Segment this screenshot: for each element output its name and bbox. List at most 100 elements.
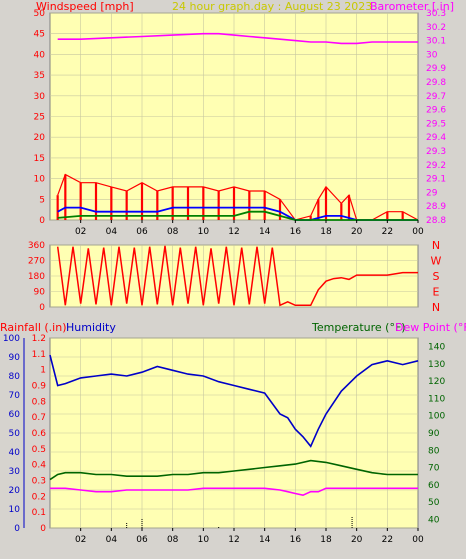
temp-time-axis: 02 04 06 08 10 12 14 16 18 20 22 00 bbox=[75, 528, 424, 545]
wind-time-axis: 02 04 06 08 10 12 14 16 18 20 22 00 bbox=[75, 220, 424, 237]
windspeed-tick-label: 15 bbox=[34, 154, 45, 164]
temp-time-tick-label: 20 bbox=[351, 535, 363, 545]
temperature-tick-label: 90 bbox=[428, 429, 440, 439]
wind-time-tick-label: 22 bbox=[382, 227, 393, 237]
barometer-axis-title: Barometer [.in] bbox=[370, 0, 454, 13]
rain-tick-label: 0.7 bbox=[32, 413, 46, 423]
temp-time-tick-label: 06 bbox=[136, 535, 148, 545]
barometer-tick-label: 29.5 bbox=[426, 119, 446, 129]
humidity-tick-label: 80 bbox=[9, 372, 21, 382]
humidity-tick-label: 60 bbox=[9, 410, 21, 420]
barometer-tick-label: 30.2 bbox=[426, 23, 446, 33]
humidity-tick-label: 70 bbox=[9, 391, 21, 401]
direction-series bbox=[56, 245, 418, 307]
temperature-tick-label: 140 bbox=[428, 343, 445, 353]
temperature-tick-label: 120 bbox=[428, 377, 445, 387]
humidity-tick-label: 0 bbox=[14, 524, 20, 534]
temperature-tick-label: 50 bbox=[428, 498, 440, 508]
rain-tick-label: 0.9 bbox=[32, 382, 47, 392]
temp-time-tick-label: 22 bbox=[382, 535, 393, 545]
wind-low-line bbox=[57, 210, 418, 221]
rain-tick-label: 1.1 bbox=[32, 350, 46, 360]
humidity-tick-label: 100 bbox=[3, 334, 20, 344]
windspeed-tick-label: 35 bbox=[34, 71, 45, 81]
temperature-tick-label: 100 bbox=[428, 412, 445, 422]
barometer-tick-label: 29.9 bbox=[426, 64, 446, 74]
direction-left-axis: 0 90 180 270 360 bbox=[28, 241, 45, 313]
barometer-tick-label: 29.6 bbox=[426, 106, 446, 116]
barometer-tick-label: 29 bbox=[426, 188, 438, 198]
temp-time-tick-label: 04 bbox=[106, 535, 118, 545]
temp-time-tick-label: 16 bbox=[290, 535, 302, 545]
barometer-tick-label: 29.4 bbox=[426, 133, 446, 143]
barometer-tick-label: 29.7 bbox=[426, 92, 446, 102]
barometer-tick-label: 29.2 bbox=[426, 161, 446, 171]
baro-right-axis: 28.8 28.9 29 29.1 29.2 29.3 29.4 29.5 29.6 29.7 29… bbox=[426, 9, 446, 226]
wind-time-tick-label: 08 bbox=[167, 227, 179, 237]
temperature-tick-label: 60 bbox=[428, 481, 440, 491]
temp-time-tick-label: 00 bbox=[412, 535, 424, 545]
temp-time-tick-label: 14 bbox=[259, 535, 271, 545]
rain-tick-label: 1 bbox=[40, 366, 46, 376]
direction-tick-label: 180 bbox=[28, 272, 45, 282]
direction-tick-label: 90 bbox=[34, 288, 46, 298]
windspeed-axis-title: Windspeed [mph] bbox=[36, 0, 134, 13]
wind-time-tick-label: 12 bbox=[228, 227, 239, 237]
wind-left-axis: 0 5 10 15 20 25 30 35 40 45 50 bbox=[34, 9, 46, 226]
barometer-tick-label: 28.8 bbox=[426, 216, 446, 226]
direction-tick-label: 0 bbox=[39, 303, 45, 313]
barometer-tick-label: 29.3 bbox=[426, 147, 446, 157]
rain-tick-label: 0.4 bbox=[32, 461, 47, 471]
rain-tick-label: 0.8 bbox=[32, 397, 47, 407]
wind-time-tick-label: 14 bbox=[259, 227, 271, 237]
dewpoint-line bbox=[50, 487, 418, 497]
temp-time-tick-label: 10 bbox=[198, 535, 210, 545]
windspeed-tick-label: 50 bbox=[34, 9, 46, 19]
windspeed-tick-label: 10 bbox=[34, 175, 46, 185]
windspeed-tick-label: 30 bbox=[34, 92, 46, 102]
humidity-line bbox=[49, 354, 419, 448]
wind-time-tick-label: 20 bbox=[351, 227, 363, 237]
wind-time-tick-label: 00 bbox=[412, 227, 424, 237]
temp-axis: 40 50 60 70 80 90 100 110 120 130 140 bbox=[428, 343, 445, 526]
temp-humidity-panel: 0 0.1 0.2 0.3 0.4 0.5 0.6 0.7 0.8 0.9 1 1.1 1.2 0 10 2… bbox=[0, 321, 466, 545]
temp-series bbox=[49, 354, 419, 528]
wind-time-tick-label: 18 bbox=[320, 227, 332, 237]
temperature-tick-label: 80 bbox=[428, 446, 440, 456]
rain-axis: 0 0.1 0.2 0.3 0.4 0.5 0.6 0.7 0.8 0.9 1 1.1 1.2 bbox=[32, 334, 47, 534]
humidity-axis: 0 10 20 30 40 50 60 70 80 90 100 bbox=[3, 334, 20, 534]
windspeed-line bbox=[57, 173, 419, 221]
humidity-tick-label: 30 bbox=[9, 467, 21, 477]
rain-tick-label: 1.2 bbox=[32, 334, 46, 344]
barometer-tick-label: 30.1 bbox=[426, 37, 446, 47]
humidity-tick-label: 90 bbox=[9, 353, 21, 363]
temperature-axis-title: Temperature (°F) bbox=[311, 321, 406, 334]
barometer-tick-label: 30.3 bbox=[426, 9, 446, 19]
temperature-tick-label: 70 bbox=[428, 464, 440, 474]
wind-time-tick-label: 06 bbox=[136, 227, 148, 237]
barometer-tick-label: 30 bbox=[426, 50, 438, 60]
windspeed-tick-label: 0 bbox=[39, 216, 45, 226]
humidity-tick-label: 20 bbox=[9, 486, 21, 496]
temperature-tick-label: 40 bbox=[428, 515, 440, 525]
temp-time-tick-label: 12 bbox=[228, 535, 239, 545]
barometer-tick-label: 29.1 bbox=[426, 175, 446, 185]
temperature-tick-label: 130 bbox=[428, 360, 445, 370]
humidity-tick-label: 10 bbox=[9, 505, 21, 515]
barometer-line bbox=[57, 32, 418, 45]
wind-time-tick-label: 10 bbox=[198, 227, 210, 237]
wind-time-tick-label: 04 bbox=[106, 227, 118, 237]
rainfall-axis-title: Rainfall (.in) bbox=[0, 321, 67, 334]
wind-direction-line bbox=[56, 245, 418, 307]
compass-label: N bbox=[432, 239, 440, 252]
compass-label: E bbox=[433, 286, 440, 299]
graph-title: 24 hour graph.day : August 23 2023 bbox=[172, 0, 372, 13]
wind-time-tick-label: 16 bbox=[290, 227, 302, 237]
rain-tick-label: 0 bbox=[40, 524, 46, 534]
humidity-tick-label: 40 bbox=[9, 448, 21, 458]
rain-tick-label: 0.2 bbox=[32, 492, 46, 502]
